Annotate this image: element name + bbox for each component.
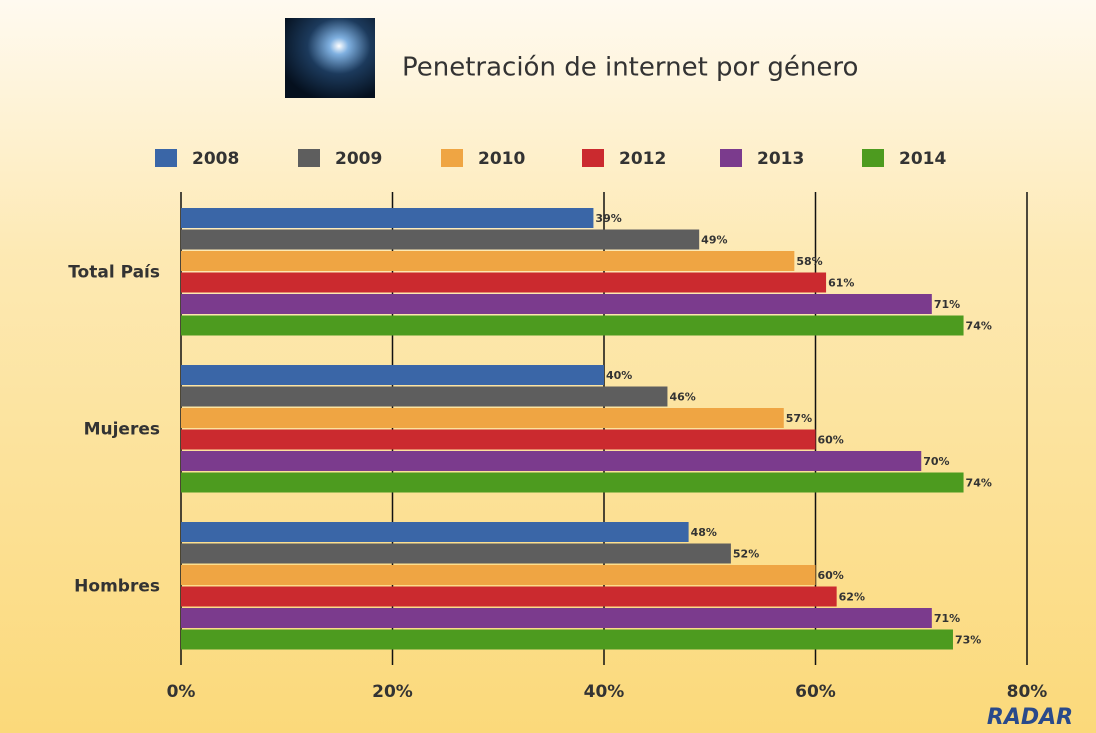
legend-swatch — [298, 149, 320, 167]
value-label: 48% — [691, 526, 717, 539]
bar — [181, 272, 827, 293]
bar — [181, 472, 964, 493]
bar — [181, 543, 731, 564]
legend-label: 2009 — [335, 149, 382, 169]
bar — [181, 251, 795, 271]
x-tick-label: 20% — [372, 682, 413, 702]
y-tick-label: Mujeres — [84, 420, 160, 440]
bar — [181, 451, 922, 471]
bar — [181, 586, 837, 607]
value-label: 39% — [595, 212, 621, 225]
value-label: 49% — [701, 234, 727, 247]
bar — [181, 365, 604, 385]
x-tick-label: 80% — [1007, 682, 1048, 702]
chart-title: Penetración de internet por género — [402, 53, 858, 83]
bar — [181, 565, 816, 585]
value-label: 74% — [966, 477, 992, 490]
value-label: 73% — [955, 634, 981, 647]
value-label: 71% — [934, 612, 960, 625]
brand-logo: RADAR — [987, 705, 1073, 730]
bar — [181, 315, 964, 336]
x-tick-label: 60% — [795, 682, 836, 702]
bar — [181, 429, 816, 450]
value-label: 57% — [786, 412, 812, 425]
y-tick-label: Total País — [68, 263, 160, 283]
value-label: 62% — [839, 591, 865, 604]
bar — [181, 522, 689, 542]
legend-label: 2013 — [757, 149, 804, 169]
bar — [181, 608, 932, 628]
legend-swatch — [862, 149, 884, 167]
bar — [181, 629, 953, 650]
bar — [181, 208, 594, 228]
value-label: 40% — [606, 369, 632, 382]
value-label: 61% — [828, 277, 854, 290]
value-label: 46% — [669, 391, 695, 404]
legend-swatch — [441, 149, 463, 167]
value-label: 74% — [966, 320, 992, 333]
x-tick-label: 0% — [167, 682, 196, 702]
value-label: 60% — [818, 569, 844, 582]
legend-swatch — [582, 149, 604, 167]
legend-label: 2014 — [899, 149, 946, 169]
legend-swatch — [155, 149, 177, 167]
bar — [181, 408, 784, 428]
value-label: 70% — [923, 455, 949, 468]
bar — [181, 294, 932, 314]
bar — [181, 229, 700, 250]
legend-label: 2012 — [619, 149, 666, 169]
bar — [181, 386, 668, 407]
legend-swatch — [720, 149, 742, 167]
value-label: 71% — [934, 298, 960, 311]
value-label: 58% — [796, 255, 822, 268]
value-label: 52% — [733, 548, 759, 561]
legend-label: 2010 — [478, 149, 525, 169]
legend-label: 2008 — [192, 149, 239, 169]
x-tick-label: 40% — [584, 682, 625, 702]
y-tick-label: Hombres — [74, 577, 160, 597]
globe-image — [285, 18, 375, 98]
value-label: 60% — [818, 434, 844, 447]
